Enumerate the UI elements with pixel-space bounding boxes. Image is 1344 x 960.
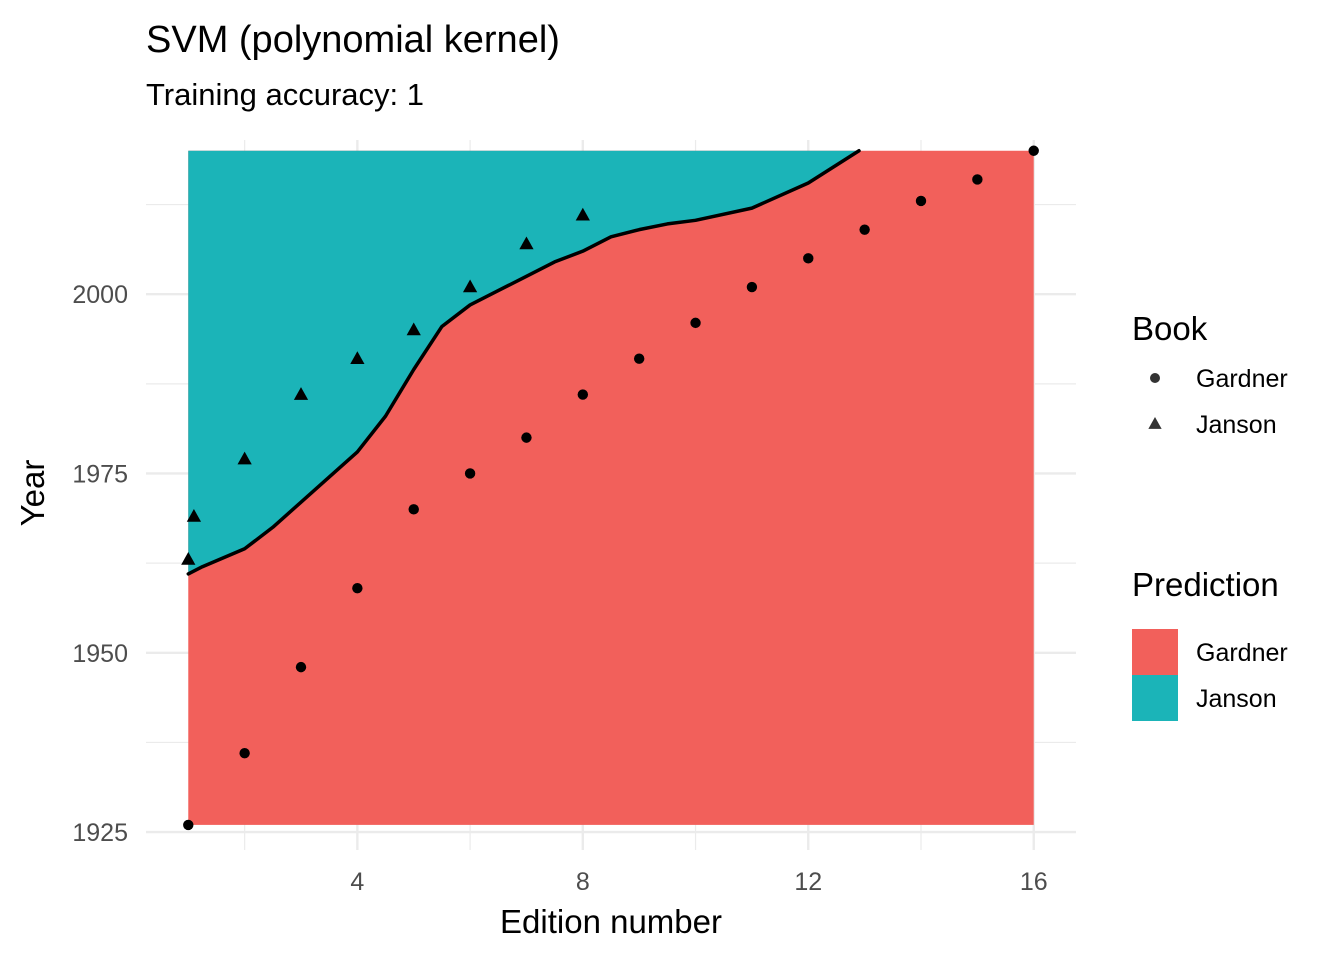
legend-label: Gardner (1196, 639, 1288, 667)
region-janson (188, 150, 860, 574)
legend-key-janson (1132, 675, 1178, 721)
point-gardner (352, 583, 363, 594)
point-janson (293, 387, 309, 400)
legend-label: Gardner (1196, 365, 1288, 393)
y-tick-label: 1925 (72, 819, 128, 847)
decision-boundary (186, 149, 861, 576)
point-gardner (972, 174, 983, 185)
point-gardner (183, 819, 194, 831)
point-janson (186, 509, 202, 522)
legend-title-book: Book (1132, 310, 1208, 347)
data-points (181, 145, 1039, 831)
point-gardner (633, 353, 645, 364)
point-gardner (746, 281, 758, 293)
legend-key-triangle (1148, 417, 1162, 429)
x-tick-label: 8 (576, 868, 590, 896)
legend-key-gardner (1132, 629, 1178, 675)
point-janson (350, 351, 365, 364)
y-tick-label: 1950 (72, 640, 128, 668)
legends: Book Gardner Janson Prediction Gardner Janson (1132, 310, 1288, 721)
point-gardner (521, 432, 532, 443)
point-gardner (577, 389, 589, 400)
legend-label: Janson (1196, 411, 1277, 439)
axes: 4 8 12 16 1925 1950 1975 2000 (72, 281, 1047, 896)
prediction-regions (188, 150, 1034, 825)
decision-boundary-line (186, 149, 861, 576)
y-tick-label: 1975 (72, 460, 128, 488)
x-tick-label: 12 (794, 868, 822, 896)
point-janson (237, 451, 252, 465)
point-janson (181, 552, 196, 565)
point-janson (406, 322, 421, 336)
chart-title: SVM (polynomial kernel) (146, 19, 560, 61)
point-gardner (859, 224, 870, 235)
point-gardner (239, 747, 250, 759)
point-janson (519, 236, 534, 250)
chart-subtitle: Training accuracy: 1 (146, 77, 424, 112)
point-janson (575, 207, 590, 221)
y-axis-title: Year (14, 460, 51, 527)
point-janson (462, 279, 478, 293)
legend-label: Janson (1196, 685, 1277, 713)
point-gardner (295, 661, 307, 673)
point-gardner (1028, 145, 1039, 156)
legend-title-prediction: Prediction (1132, 566, 1279, 603)
x-axis-title: Edition number (500, 903, 722, 940)
point-gardner (690, 317, 701, 329)
x-tick-label: 16 (1020, 868, 1048, 896)
point-gardner (803, 253, 814, 264)
legend-key-circle (1150, 373, 1160, 383)
point-gardner (408, 504, 419, 515)
point-gardner (464, 468, 476, 479)
x-tick-label: 4 (350, 868, 364, 896)
y-tick-label: 2000 (72, 281, 128, 309)
point-gardner (915, 195, 927, 207)
